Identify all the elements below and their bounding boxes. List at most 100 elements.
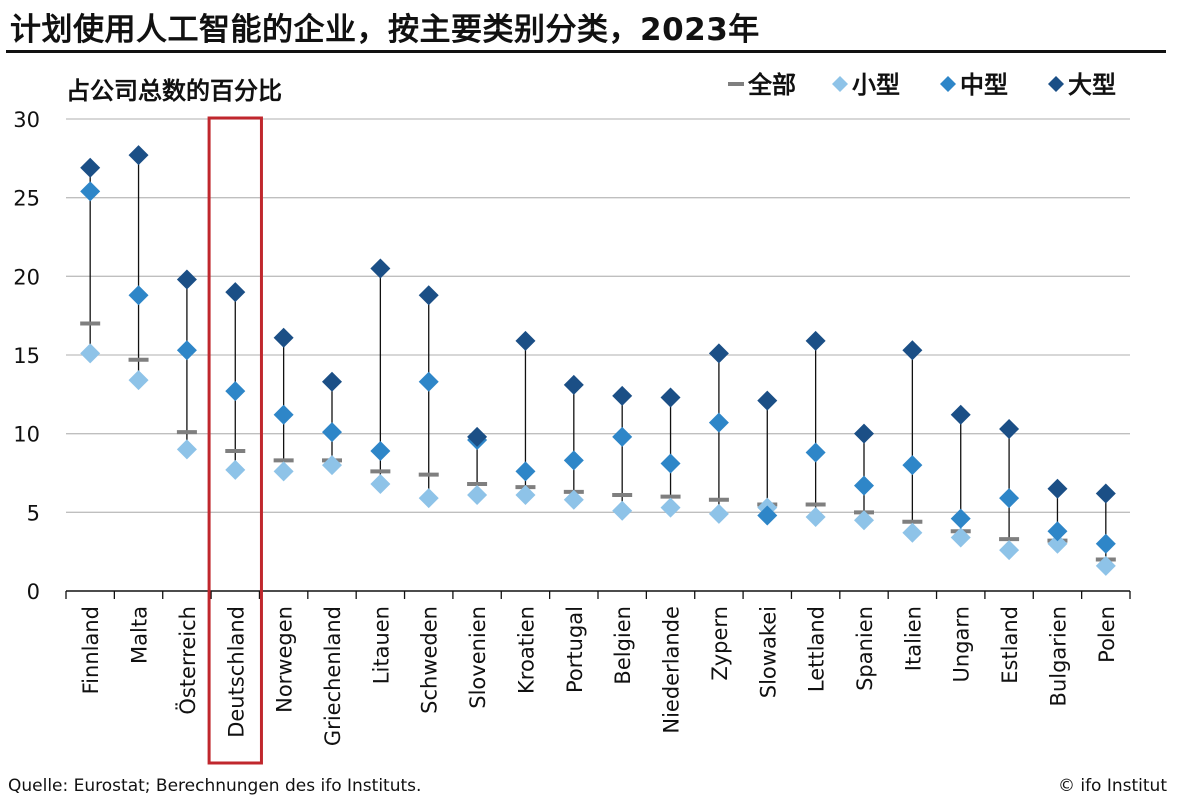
point-medium	[1047, 521, 1068, 542]
x-tick-label: Italien	[901, 606, 925, 671]
point-medium	[80, 181, 101, 202]
x-tick-label: Griechenland	[321, 606, 345, 746]
legend-item: 大型	[1048, 71, 1116, 99]
point-small	[999, 540, 1020, 561]
highlight-rect	[207, 116, 263, 765]
point-small	[854, 510, 874, 531]
legend-marker	[940, 76, 956, 92]
point-small	[515, 485, 536, 506]
point-large	[370, 258, 391, 279]
point-medium	[1095, 533, 1116, 554]
source-note: Quelle: Eurostat; Berechnungen des ifo I…	[8, 776, 422, 796]
point-medium	[612, 426, 633, 447]
axes: 0 5 10 15 20 25 30	[13, 108, 1131, 604]
point-small	[1095, 555, 1116, 576]
point-medium	[708, 412, 729, 433]
point-large	[563, 374, 584, 395]
point-medium	[757, 505, 778, 526]
point-large	[1047, 478, 1068, 499]
x-tick-label: Lettland	[805, 606, 829, 692]
point-large	[999, 418, 1020, 439]
point-small	[708, 503, 729, 524]
legend-item: 中型	[940, 71, 1008, 99]
y-tick-label: 15	[13, 344, 40, 368]
point-small	[370, 474, 391, 495]
point-medium	[418, 371, 439, 392]
y-tick-label: 10	[13, 423, 40, 447]
data-marks	[80, 145, 1116, 576]
x-tick-label: Finnland	[79, 606, 103, 694]
grid-lines	[66, 118, 1130, 513]
point-small	[805, 507, 826, 528]
point-large	[757, 390, 778, 411]
legend-label: 全部	[747, 71, 796, 99]
x-tick-label: Deutschland	[224, 606, 248, 738]
point-large	[1095, 483, 1116, 504]
x-tick-label: Slowakei	[756, 606, 780, 698]
legend-item: 全部	[728, 71, 796, 99]
point-medium	[950, 508, 971, 529]
point-medium	[805, 442, 826, 463]
title-divider	[6, 50, 1166, 53]
point-large	[128, 145, 149, 166]
point-medium	[370, 440, 391, 461]
legend-marker	[832, 76, 848, 92]
point-large	[708, 343, 729, 364]
x-tick-label: Kroatien	[514, 606, 538, 694]
point-large	[80, 157, 101, 178]
point-large	[176, 269, 197, 290]
x-tick-label: Portugal	[563, 606, 587, 693]
x-tick-label: Estland	[998, 606, 1022, 684]
point-small	[1047, 533, 1068, 554]
x-tick-label: Zypern	[708, 606, 732, 681]
x-tick-label: Malta	[128, 606, 152, 664]
x-tick-label: Polen	[1095, 606, 1119, 663]
point-medium	[128, 285, 149, 306]
point-small	[273, 461, 294, 482]
point-small	[418, 488, 439, 509]
legend-label: 中型	[960, 71, 1008, 99]
x-tick-label: Ungarn	[950, 606, 974, 682]
point-medium	[273, 404, 294, 425]
point-small	[176, 439, 197, 460]
legend-item: 小型	[832, 71, 900, 99]
y-tick-label: 25	[13, 187, 40, 211]
point-large	[854, 423, 874, 444]
y-tick-label: 30	[13, 108, 40, 132]
copyright-note: © ifo Institut	[1057, 776, 1167, 796]
point-medium	[902, 455, 923, 476]
y-tick-label: 5	[27, 501, 40, 525]
point-large	[515, 330, 536, 351]
point-small	[902, 522, 923, 543]
x-tick-label: Litauen	[369, 606, 393, 684]
point-small	[128, 370, 149, 391]
point-small	[225, 459, 246, 480]
point-small	[80, 343, 101, 364]
point-medium	[225, 381, 246, 402]
category-labels: Finnland Malta Österreich Deutschland Norweg…	[79, 606, 1119, 746]
x-tick-label: Schweden	[418, 606, 442, 714]
point-medium	[322, 422, 342, 443]
dot-range-chart: 0 5 10 15 20 25 30 Finnland Malta Österreich Deut…	[13, 71, 1131, 765]
point-small	[322, 455, 342, 476]
x-tick-label: Bulgarien	[1046, 606, 1070, 706]
point-small	[467, 485, 488, 506]
point-large	[273, 327, 294, 348]
point-large	[902, 340, 923, 361]
x-tick-label: Norwegen	[273, 606, 297, 713]
point-large	[225, 282, 246, 303]
legend-label: 大型	[1068, 71, 1116, 99]
point-large	[418, 285, 439, 306]
point-small	[612, 500, 633, 521]
point-large	[322, 371, 342, 392]
y-axis-label: 占公司总数的百分比	[66, 77, 282, 105]
x-tick-label: Spanien	[853, 606, 877, 691]
legend: 全部 小型 中型 大型	[728, 71, 1116, 99]
point-large	[660, 387, 681, 408]
x-tick-label: Österreich	[175, 606, 200, 715]
point-large	[805, 330, 826, 351]
point-medium	[660, 453, 681, 474]
point-large	[612, 385, 633, 406]
point-large	[950, 404, 971, 425]
chart-title: 计划使用人工智能的企业，按主要类别分类，2023年	[10, 12, 760, 48]
